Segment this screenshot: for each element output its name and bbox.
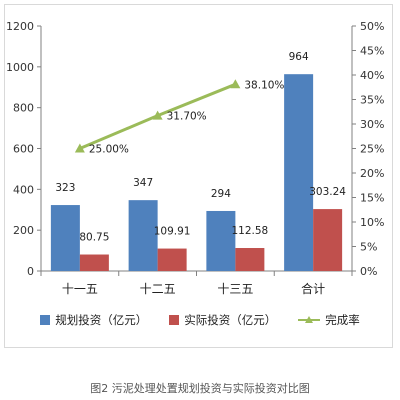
y2-tick-label: 40% <box>360 69 384 82</box>
y-tick-label: 800 <box>13 102 34 115</box>
y-tick-label: 0 <box>27 265 34 278</box>
y2-tick-label: 25% <box>360 143 384 156</box>
bar-actual <box>79 254 109 271</box>
bar-actual <box>313 209 343 271</box>
y2-tick-label: 20% <box>360 167 384 180</box>
x-tick-label: 合计 <box>301 281 325 296</box>
rate-data-label: 31.70% <box>167 111 207 123</box>
bar-planned <box>50 205 80 271</box>
y2-tick-label: 5% <box>360 241 377 254</box>
y2-tick-label: 10% <box>360 216 384 229</box>
legend-item-planned: 规划投资（亿元） <box>40 312 147 328</box>
x-tick-label: 十三五 <box>217 282 253 296</box>
y2-tick-label: 0% <box>360 265 377 278</box>
y-tick-label: 400 <box>13 183 34 196</box>
legend-swatch-rate <box>298 315 321 325</box>
bar-data-label: 347 <box>133 177 153 189</box>
figure-caption: 图2 污泥处理处置规划投资与实际投资对比图 <box>90 382 310 395</box>
rate-marker <box>74 143 85 153</box>
rate-marker <box>230 79 241 89</box>
legend-item-actual: 实际投资（亿元） <box>169 312 276 328</box>
bar-planned <box>128 200 158 271</box>
y2-tick-label: 45% <box>360 45 384 58</box>
y2-tick-label: 35% <box>360 94 384 107</box>
y-tick-label: 1200 <box>6 20 34 33</box>
rate-data-label: 25.00% <box>89 144 129 156</box>
y-tick-label: 1000 <box>6 61 34 74</box>
chart-frame <box>4 4 393 348</box>
y2-tick-label: 50% <box>360 20 384 33</box>
legend-label-planned: 规划投资（亿元） <box>55 313 148 327</box>
bar-planned <box>284 74 314 271</box>
bar-data-label: 323 <box>55 182 75 194</box>
bar-data-label: 80.75 <box>79 232 109 244</box>
legend-swatch-actual <box>169 315 180 325</box>
x-tick-label: 十一五 <box>62 282 98 296</box>
bar-data-label: 294 <box>211 188 231 200</box>
legend-item-rate: 完成率 <box>298 312 360 328</box>
y-tick-label: 600 <box>13 143 34 156</box>
bar-data-label: 964 <box>289 51 309 63</box>
x-tick-label: 十二五 <box>140 282 176 296</box>
y2-tick-label: 30% <box>360 118 384 131</box>
bar-data-label: 303.24 <box>309 186 346 198</box>
bar-planned <box>206 210 236 271</box>
bar-actual <box>157 248 187 271</box>
rate-marker <box>152 110 163 120</box>
legend-swatch-planned <box>40 315 51 325</box>
legend-label-rate: 完成率 <box>325 313 360 327</box>
bar-actual <box>235 248 265 271</box>
bar-data-label: 112.58 <box>232 225 269 237</box>
y-tick-label: 200 <box>13 224 34 237</box>
bar-data-label: 109.91 <box>154 226 191 238</box>
rate-data-label: 38.10% <box>244 79 284 91</box>
legend-label-actual: 实际投资（亿元） <box>184 313 277 327</box>
y2-tick-label: 15% <box>360 192 384 205</box>
legend: 规划投资（亿元） 实际投资（亿元） 完成率 <box>0 312 400 328</box>
